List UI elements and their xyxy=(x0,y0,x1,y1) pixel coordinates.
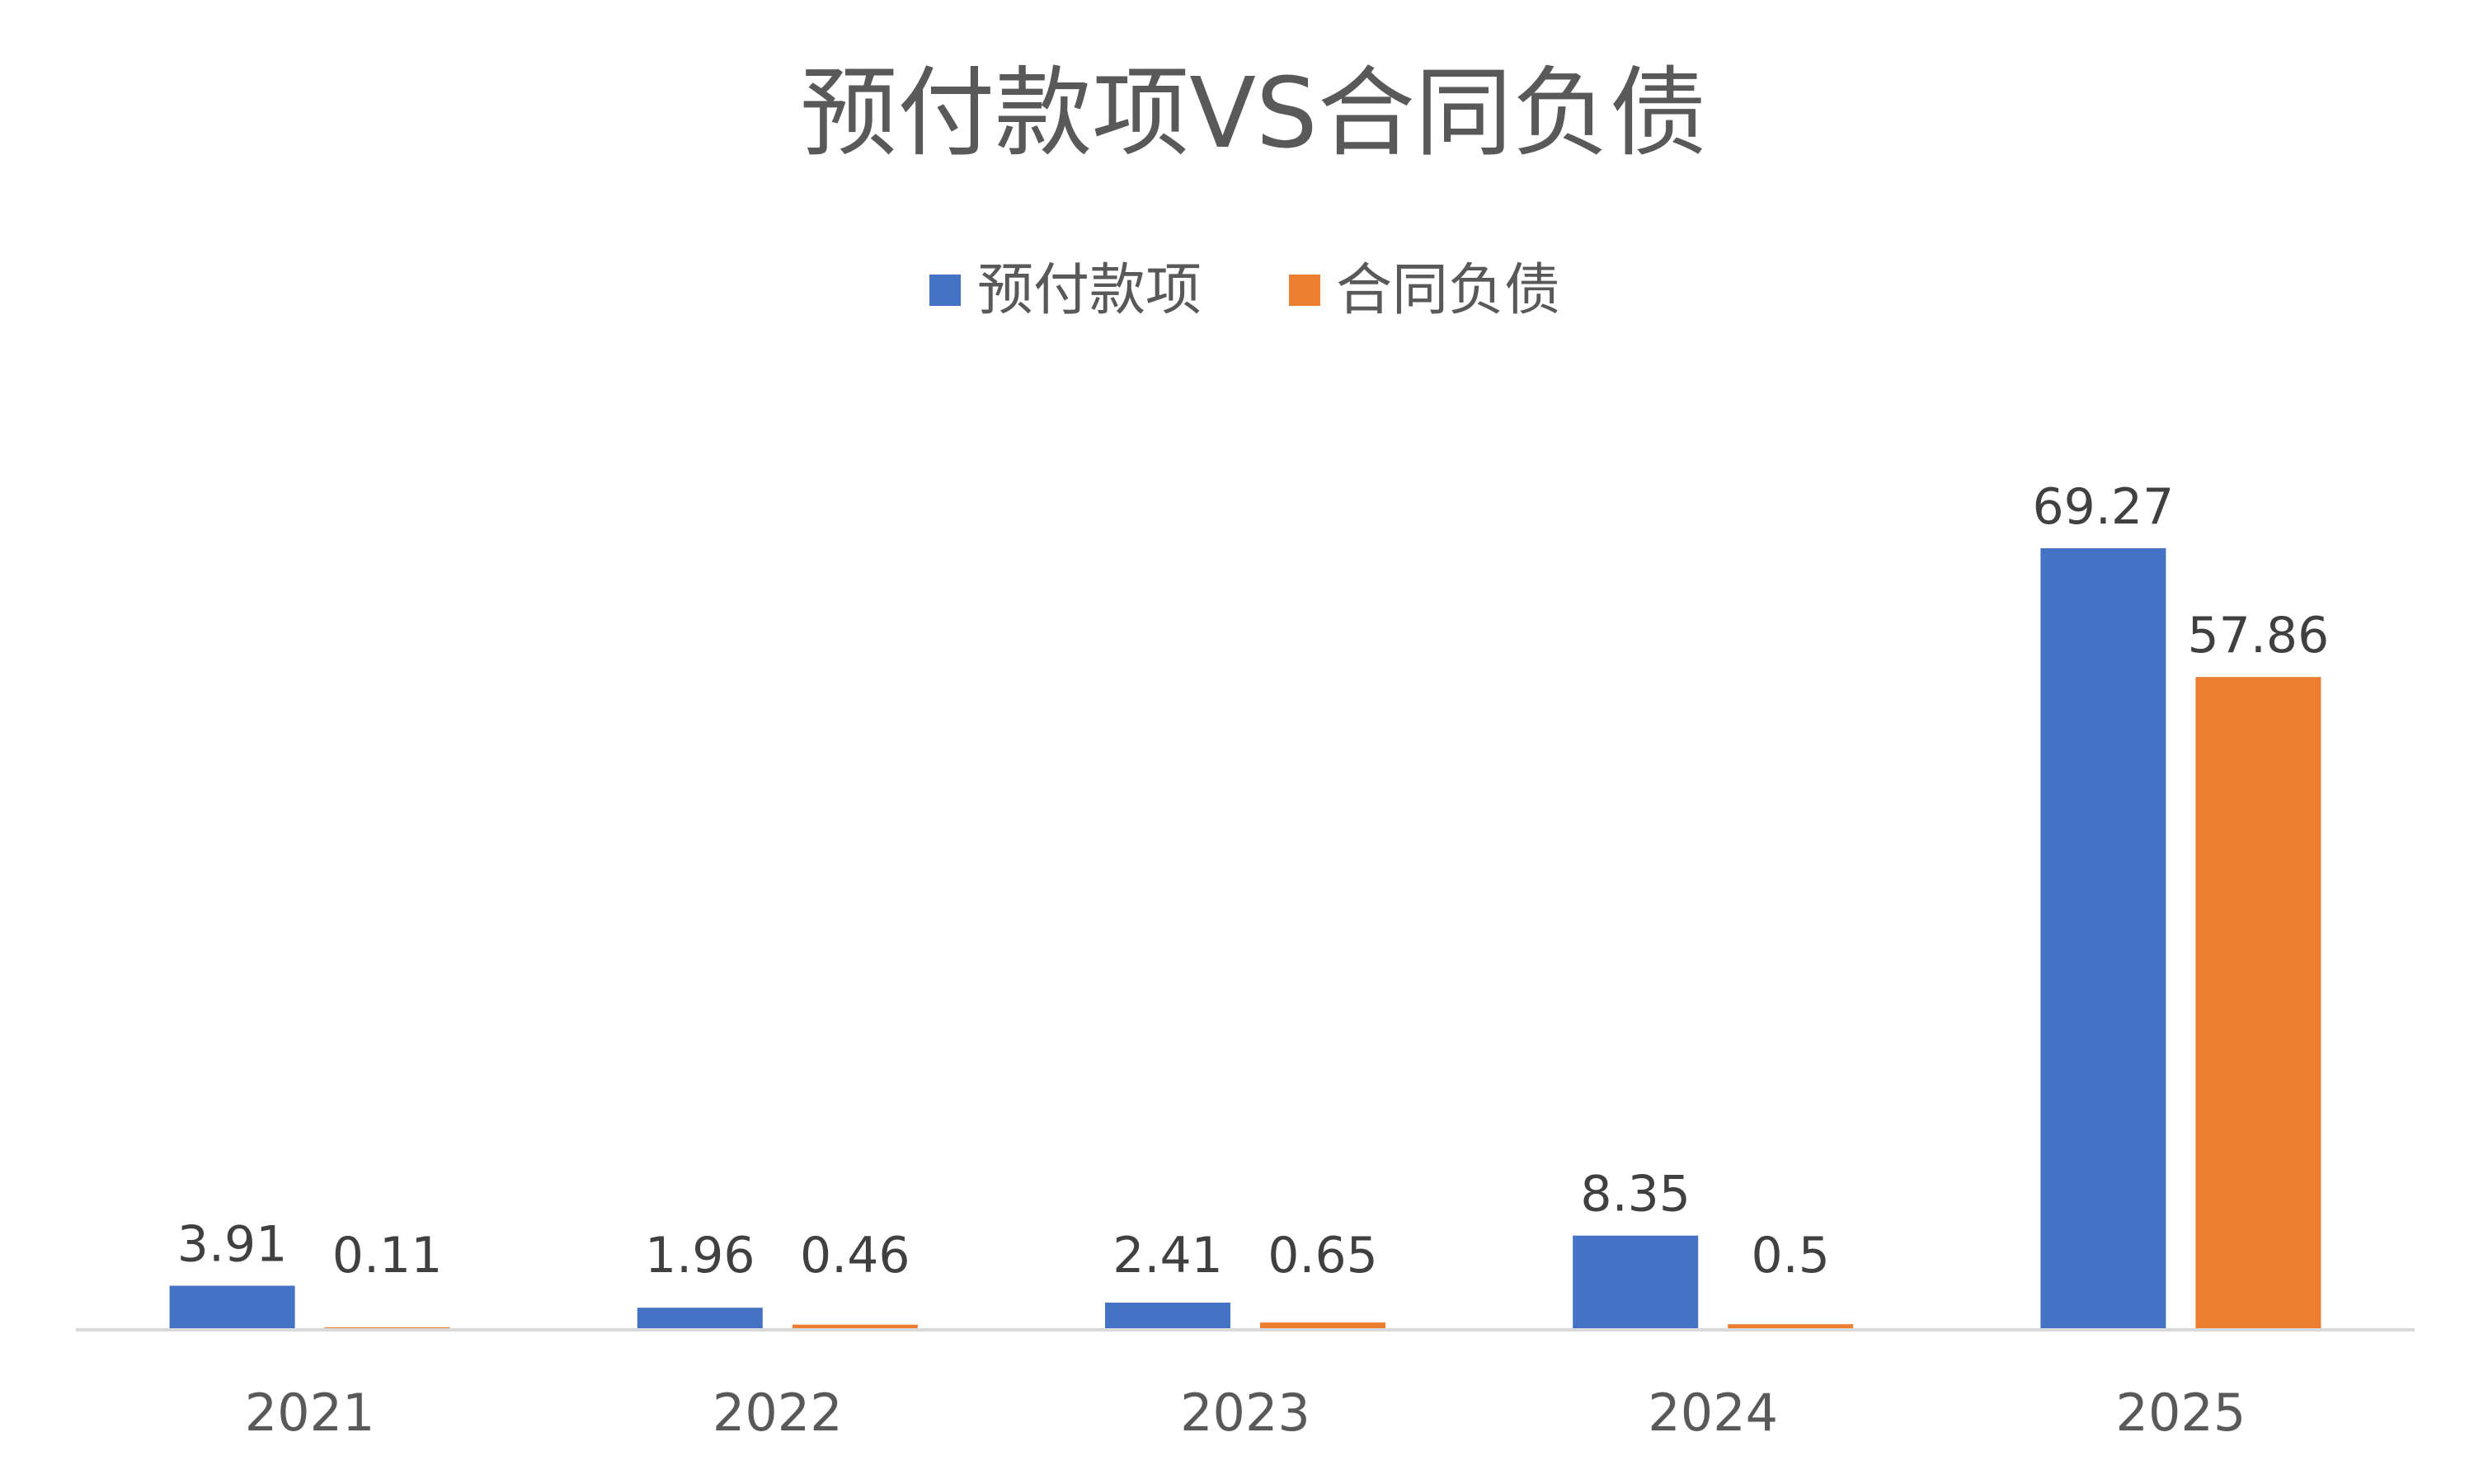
data-label-prepayment-2025: 69.27 xyxy=(2033,478,2175,536)
bar-contract-liability-2023 xyxy=(1260,1322,1385,1330)
bar-contract-liability-2025 xyxy=(2195,677,2321,1330)
legend: 预付款项 合同负债 xyxy=(929,258,1560,323)
data-label-prepayment-2022: 1.96 xyxy=(645,1227,755,1284)
x-tick-label-2023: 2023 xyxy=(1180,1383,1310,1443)
bar-contract-liability-2024 xyxy=(1728,1324,1854,1330)
bar-prepayment-2025 xyxy=(2040,548,2166,1330)
data-label-contract-liability-2025: 57.86 xyxy=(2188,607,2330,665)
legend-swatch xyxy=(929,275,961,306)
legend-swatch xyxy=(1289,275,1320,306)
bar-prepayment-2021 xyxy=(169,1285,295,1330)
x-tick-labels: 2021 2022 2023 2024 2025 xyxy=(245,1383,2246,1443)
data-label-contract-liability-2022: 0.46 xyxy=(800,1227,910,1284)
bar-prepayment-2022 xyxy=(637,1308,763,1330)
data-label-contract-liability-2024: 0.5 xyxy=(1751,1227,1829,1284)
bar-contract-liability-2022 xyxy=(792,1324,918,1330)
bar-prepayment-2023 xyxy=(1105,1303,1230,1330)
data-label-contract-liability-2021: 0.11 xyxy=(332,1227,443,1284)
legend-label: 预付款项 xyxy=(977,258,1202,323)
legend-item-contract-liability: 合同负债 xyxy=(1289,258,1560,323)
legend-label: 合同负债 xyxy=(1336,258,1560,323)
bar-prepayment-2024 xyxy=(1573,1235,1699,1330)
x-tick-label-2022: 2022 xyxy=(713,1383,843,1443)
data-label-prepayment-2023: 2.41 xyxy=(1112,1227,1223,1284)
x-tick-label-2024: 2024 xyxy=(1648,1383,1778,1443)
chart-title: 预付款项VS合同负债 xyxy=(800,56,1707,170)
data-labels-group: 3.91 0.11 1.96 0.46 2.41 0.65 8.35 0.5 69.27 57.8… xyxy=(177,478,2329,1284)
data-label-contract-liability-2023: 0.65 xyxy=(1268,1227,1378,1284)
bars-group xyxy=(169,548,2321,1330)
x-tick-label-2021: 2021 xyxy=(245,1383,375,1443)
data-label-prepayment-2021: 3.91 xyxy=(177,1216,288,1274)
data-label-prepayment-2024: 8.35 xyxy=(1580,1166,1691,1223)
x-tick-label-2025: 2025 xyxy=(2116,1383,2246,1443)
legend-item-prepayment: 预付款项 xyxy=(929,258,1202,323)
